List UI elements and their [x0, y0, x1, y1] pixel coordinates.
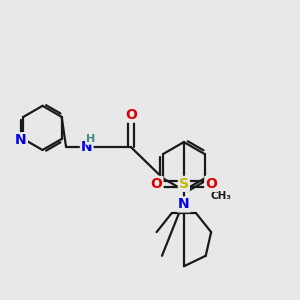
Text: CH₃: CH₃: [210, 191, 231, 201]
Text: S: S: [179, 177, 189, 191]
Text: N: N: [81, 140, 92, 154]
Text: O: O: [125, 108, 137, 122]
Text: H: H: [86, 134, 95, 144]
Text: N: N: [15, 133, 27, 147]
Text: N: N: [178, 197, 190, 212]
Text: O: O: [205, 177, 217, 191]
Text: O: O: [151, 177, 162, 191]
